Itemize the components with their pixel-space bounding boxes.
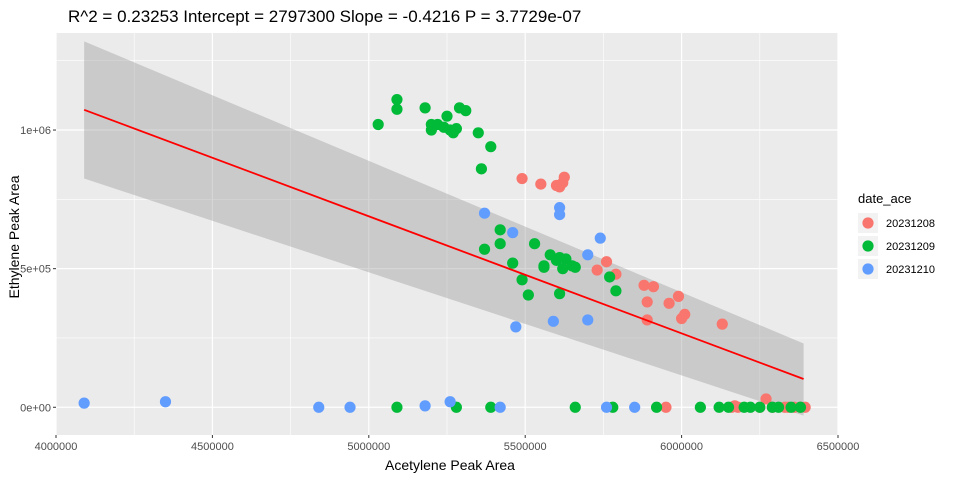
data-point-20231209 (528, 238, 541, 250)
y-tick-label: 5e+05 (20, 264, 51, 276)
data-point-20231209 (441, 110, 453, 122)
data-point-20231209 (516, 274, 528, 286)
data-point-20231210 (419, 400, 431, 412)
data-point-20231209 (460, 105, 472, 117)
x-tick-label: 4000000 (35, 441, 78, 453)
axes: 4000000 4500000 5000000 5500000 6000000 65000… (20, 125, 859, 453)
data-point-20231209 (772, 401, 785, 413)
data-point-20231209 (794, 401, 807, 413)
legend-label-20231210: 20231210 (886, 264, 935, 276)
data-point-20231209 (604, 271, 616, 283)
data-point-20231210 (582, 249, 594, 261)
data-point-20231209 (391, 401, 403, 413)
data-point-20231209 (538, 260, 550, 272)
data-point-20231209 (485, 141, 497, 153)
data-point-20231210 (629, 401, 641, 413)
data-point-20231208 (600, 256, 613, 268)
data-point-20231209 (494, 224, 506, 236)
data-point-20231209 (478, 243, 491, 255)
data-point-20231209 (650, 401, 663, 413)
legend-swatch-20231209 (862, 240, 874, 252)
data-point-20231209 (694, 401, 706, 413)
legend-swatch-20231210 (862, 263, 874, 275)
data-point-20231210 (554, 208, 566, 221)
chart-title: R^2 = 0.23253 Intercept = 2797300 Slope … (68, 7, 581, 26)
data-point-20231208 (641, 296, 653, 308)
y-axis-title: Ethylene Peak Area (6, 175, 22, 298)
data-point-20231209 (372, 118, 384, 131)
x-tick-label: 5000000 (347, 441, 390, 453)
data-point-20231208 (591, 264, 603, 276)
grid-lines (55, 33, 839, 435)
data-point-20231209 (754, 401, 766, 413)
data-point-20231208 (638, 279, 650, 291)
data-point-20231209 (557, 263, 569, 275)
x-tick-label: 5500000 (504, 441, 547, 453)
data-point-20231209 (569, 401, 581, 413)
data-point-20231210 (600, 401, 613, 413)
data-points (78, 93, 811, 413)
data-point-20231208 (760, 393, 772, 405)
data-point-20231209 (569, 261, 581, 273)
data-point-20231210 (507, 227, 519, 239)
data-point-20231208 (672, 290, 685, 302)
regression-line-path (83, 108, 804, 380)
data-point-20231208 (558, 171, 570, 183)
legend-swatch-20231208 (862, 217, 874, 229)
data-point-20231209 (744, 401, 757, 413)
data-point-20231210 (159, 396, 172, 408)
data-point-20231210 (478, 207, 491, 219)
x-tick-label: 6500000 (817, 441, 860, 453)
data-point-20231208 (535, 178, 547, 190)
data-point-20231210 (344, 401, 356, 413)
legend-label-20231209: 20231209 (886, 241, 935, 253)
data-point-20231209 (391, 93, 403, 106)
y-tick-label: 1e+06 (20, 125, 51, 137)
y-tick-label: 0e+00 (20, 402, 51, 414)
legend: date_ace 20231208 20231209 20231210 (858, 191, 935, 279)
data-point-20231208 (660, 401, 672, 413)
data-point-20231208 (716, 318, 728, 330)
legend-label-20231208: 20231208 (886, 218, 935, 230)
data-point-20231209 (391, 103, 403, 115)
data-point-20231209 (722, 401, 735, 413)
data-point-20231210 (494, 401, 506, 413)
data-point-20231210 (78, 397, 90, 409)
data-point-20231210 (547, 315, 559, 327)
data-point-20231209 (610, 285, 622, 297)
data-point-20231208 (663, 297, 675, 309)
x-tick-label: 4500000 (191, 441, 234, 453)
data-point-20231210 (582, 314, 594, 326)
x-axis-title: Acetylene Peak Area (385, 457, 515, 473)
data-point-20231210 (594, 232, 606, 244)
data-point-20231209 (522, 289, 534, 301)
data-point-20231210 (313, 401, 325, 413)
data-point-20231208 (679, 308, 691, 320)
data-point-20231209 (554, 288, 566, 300)
data-point-20231210 (510, 321, 522, 333)
confidence-band-area (84, 41, 804, 416)
data-point-20231209 (419, 102, 431, 114)
confidence-band (84, 41, 804, 416)
data-point-20231209 (475, 163, 488, 175)
x-tick-label: 6000000 (660, 441, 703, 453)
data-point-20231208 (647, 281, 660, 293)
data-point-20231209 (485, 401, 497, 413)
data-point-20231209 (507, 257, 519, 269)
regression-line (83, 108, 804, 380)
data-point-20231209 (713, 401, 725, 413)
data-point-20231210 (444, 396, 456, 408)
data-point-20231208 (516, 172, 528, 185)
data-point-20231209 (450, 123, 462, 135)
data-point-20231209 (785, 401, 797, 413)
data-point-20231209 (472, 127, 484, 139)
data-point-20231209 (494, 238, 506, 250)
legend-title: date_ace (858, 191, 912, 206)
